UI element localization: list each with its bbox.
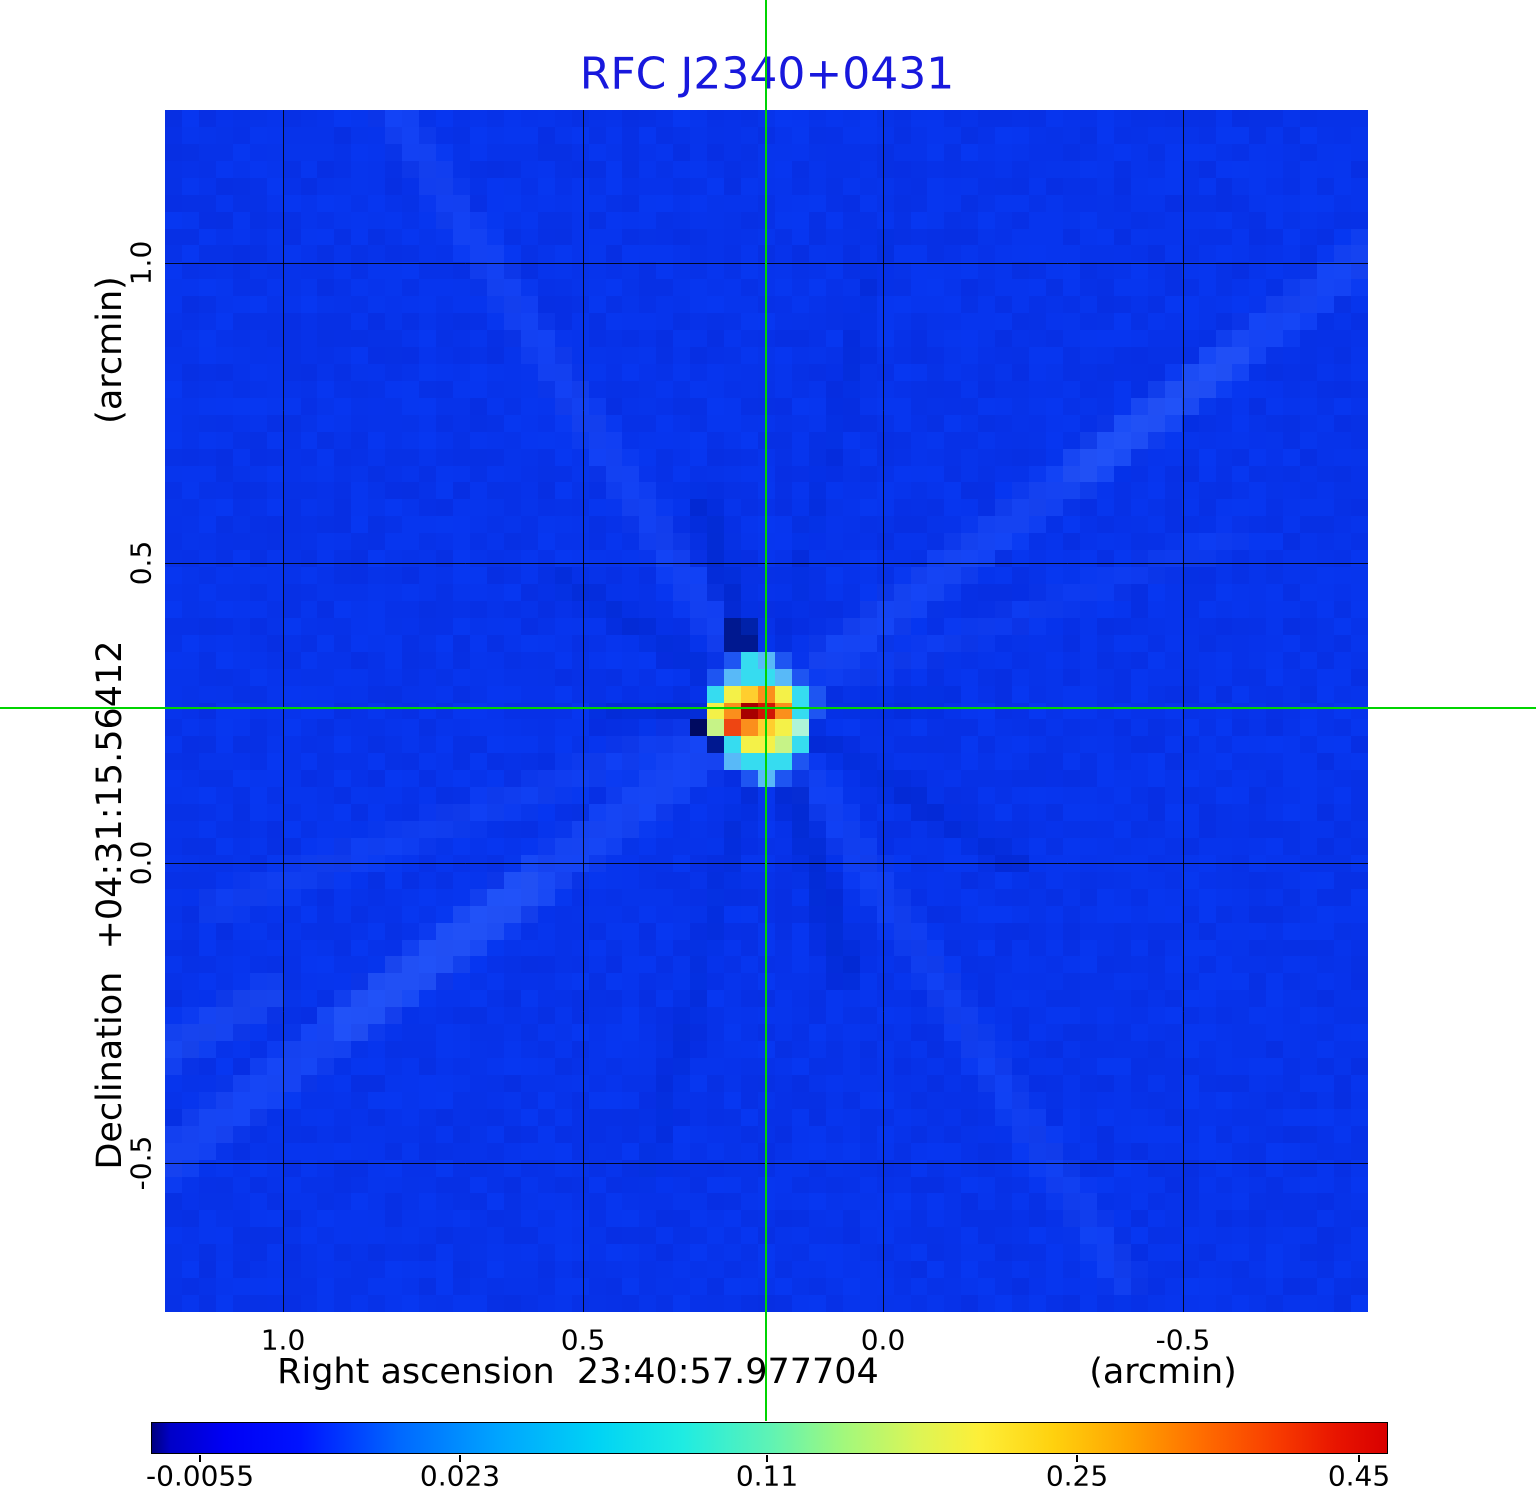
x-tick-label: 0.5 [560, 1323, 606, 1357]
x-tick-label: 0.0 [860, 1323, 906, 1357]
colorbar-tick-mark [199, 1455, 201, 1462]
y-tick-label: 0.5 [124, 540, 158, 586]
colorbar-tick-label: 0.023 [419, 1459, 501, 1493]
colorbar-tick-label: 0.25 [1045, 1459, 1109, 1493]
y-axis-label: Declination +04:31:15.56412 [90, 640, 130, 1170]
colorbar-gradient [151, 1422, 1388, 1454]
colorbar-tick-mark [766, 1455, 768, 1462]
colorbar-tick-mark [459, 1455, 461, 1462]
sky-map-canvas [165, 110, 1368, 1312]
x-axis-label: Right ascension 23:40:57.977704 [277, 1352, 879, 1392]
colorbar-tick-label: 0.45 [1327, 1459, 1391, 1493]
colorbar-tick-label: 0.11 [735, 1459, 799, 1493]
x-tick-label: 1.0 [260, 1323, 306, 1357]
colorbar-tick-label: -0.0055 [145, 1459, 255, 1493]
colorbar-tick-mark [1076, 1455, 1078, 1462]
page-title: RFC J2340+0431 [579, 48, 955, 100]
colorbar-tick-mark [1358, 1455, 1360, 1462]
x-axis-unit-label: (arcmin) [1089, 1352, 1237, 1392]
x-tick-label: -0.5 [1155, 1323, 1211, 1357]
y-axis-unit-label: (arcmin) [90, 276, 130, 424]
